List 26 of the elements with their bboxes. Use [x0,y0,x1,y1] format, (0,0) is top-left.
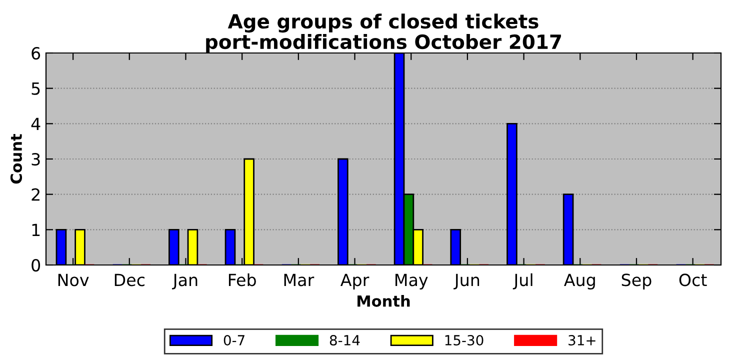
x-axis-title: Month [358,295,410,307]
legend-label: 8-14 [330,334,360,346]
x-tick-label: Jun [454,274,480,290]
y-tick-label: 4 [31,118,40,130]
y-tick-label: 3 [32,152,40,166]
x-tick-label: Jan [172,274,198,290]
y-tick-label: 0 [32,258,40,272]
y-tick-label: 5 [32,82,40,95]
x-tick-label: Nov [58,274,89,286]
x-tick-label: Oct [679,274,707,286]
x-tick-label: May [396,274,428,290]
x-tick-label: Aug [564,274,595,290]
y-tick-label: 2 [32,188,40,201]
legend-label: 31+ [568,334,596,346]
legend-label: 15-30 [445,334,484,346]
y-tick-label: 1 [32,224,40,236]
x-tick-label: Sep [622,274,652,290]
legend-label: 0-7 [224,334,244,346]
y-tick-label: 6 [32,46,40,60]
y-axis-title: Count [10,134,22,184]
chart-title: Age groups of closed tickets port-modifications October 2017 [206,14,561,53]
x-tick-label: Mar [284,274,314,286]
x-tick-label: Dec [114,274,144,286]
x-tick-label: Apr [340,274,370,290]
x-tick-label: Jul [512,273,532,290]
x-tick-label: Feb [228,273,256,286]
